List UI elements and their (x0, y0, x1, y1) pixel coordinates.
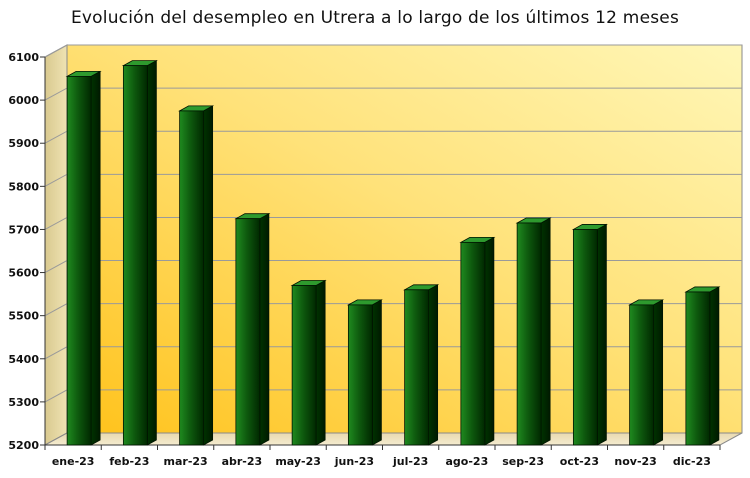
bar (235, 218, 261, 446)
bar-oct-23 (571, 223, 608, 446)
y-tick-label: 5800 (8, 180, 39, 193)
y-tick-label: 5700 (8, 223, 39, 236)
bar (685, 291, 711, 446)
x-tick-label: feb-23 (109, 455, 149, 468)
x-tick-label: ago-23 (446, 455, 489, 468)
bar-side (428, 284, 439, 446)
bar-side (540, 217, 551, 446)
x-tick-label: may-23 (275, 455, 321, 468)
y-tick-label: 5300 (8, 396, 39, 409)
y-tick-label: 6100 (8, 51, 39, 64)
bar-jul-23 (403, 284, 440, 446)
gridline (44, 44, 742, 58)
bar-side (146, 59, 157, 446)
bar (572, 229, 598, 446)
bar (179, 110, 205, 446)
y-tick-label: 5600 (8, 267, 39, 280)
side-wall (44, 44, 68, 446)
bar-side (371, 299, 382, 446)
chart-title: Evolución del desempleo en Utrera a lo l… (70, 8, 679, 28)
bar-side (709, 286, 720, 446)
bar-side (90, 70, 101, 446)
x-tick-label: ene-23 (52, 455, 95, 468)
bar-feb-23 (121, 59, 158, 446)
bar-dic-23 (684, 286, 721, 446)
bar-ene-23 (65, 70, 102, 446)
x-tick-label: oct-23 (560, 455, 599, 468)
bar (460, 241, 486, 446)
bar (516, 222, 542, 446)
bar-abr-23 (234, 212, 271, 446)
x-tick-label: jul-23 (392, 455, 428, 468)
bar-side (596, 223, 607, 446)
bar (629, 304, 655, 446)
x-tick-label: abr-23 (222, 455, 263, 468)
bar-side (484, 236, 495, 446)
bar-side (653, 299, 664, 446)
bar-side (315, 279, 326, 446)
x-tick-label: mar-23 (164, 455, 208, 468)
x-tick-label: jun-23 (334, 455, 374, 468)
x-tick-label: nov-23 (614, 455, 656, 468)
y-tick-label: 6000 (8, 94, 39, 107)
bar (66, 76, 92, 446)
bar-side (259, 212, 270, 446)
bar (122, 65, 148, 446)
bar-jun-23 (346, 299, 383, 446)
bar-side (203, 105, 214, 446)
bar (291, 285, 317, 446)
bar-sep-23 (515, 217, 552, 446)
bar-may-23 (290, 279, 327, 446)
bar-mar-23 (178, 105, 215, 446)
bar (347, 304, 373, 446)
x-tick-label: sep-23 (502, 455, 544, 468)
y-tick-label: 5500 (8, 310, 39, 323)
bar (404, 289, 430, 446)
bar-ago-23 (459, 236, 496, 446)
y-tick-label: 5400 (8, 353, 39, 366)
y-tick-label: 5200 (8, 439, 39, 452)
bar-nov-23 (628, 299, 665, 446)
x-tick-label: dic-23 (673, 455, 711, 468)
y-tick-label: 5900 (8, 137, 39, 150)
